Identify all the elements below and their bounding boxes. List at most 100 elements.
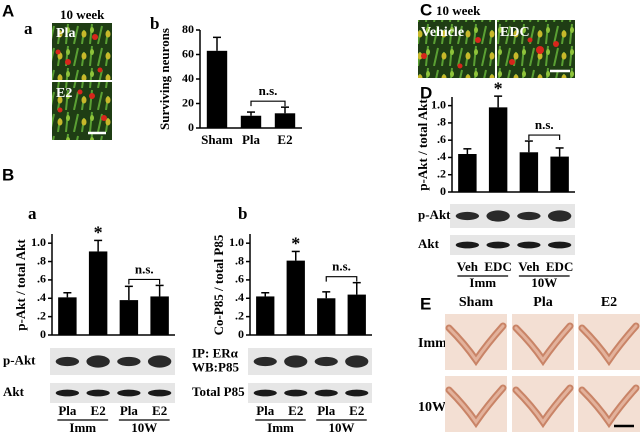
bar xyxy=(347,294,366,335)
y-tick-label: 1.0 xyxy=(31,235,46,249)
bar xyxy=(206,50,228,129)
row-label: 10W xyxy=(418,400,446,415)
y-tick-label: .4 xyxy=(37,290,46,304)
y-tick-label: .6 xyxy=(437,132,446,146)
x-tick-label: E2 xyxy=(152,403,167,418)
column-label: Pla xyxy=(533,295,552,310)
y-tick-label: 20 xyxy=(182,95,194,109)
blot-band xyxy=(117,356,141,367)
bracket xyxy=(128,278,161,285)
panel-letter: D xyxy=(420,83,432,102)
bracket xyxy=(528,134,561,141)
blot-band xyxy=(147,389,172,397)
x-tick-label: Sham xyxy=(201,132,233,147)
group-label: 10W xyxy=(329,420,355,435)
panel-letter: B xyxy=(2,165,14,184)
blot-label: Akt xyxy=(3,384,25,399)
blot-band xyxy=(486,210,510,222)
y-tick-label: .6 xyxy=(37,272,46,286)
cell-markers xyxy=(421,37,559,69)
bar xyxy=(458,154,477,192)
specimen-photo xyxy=(445,376,507,432)
western-blot xyxy=(50,383,175,403)
blot-band xyxy=(147,355,172,368)
blot-label: WB:P85 xyxy=(192,359,239,374)
ns-label: n.s. xyxy=(259,83,278,98)
blot-band xyxy=(517,241,541,249)
blot-label: Total P85 xyxy=(192,384,245,399)
y-tick-label: 1.0 xyxy=(431,97,446,111)
significance-star: * xyxy=(494,78,503,98)
column-label: E2 xyxy=(601,295,617,310)
panel-letter: A xyxy=(2,1,14,20)
x-tick-label: E2 xyxy=(349,403,364,418)
bar xyxy=(519,152,539,192)
y-tick-label: .2 xyxy=(37,308,46,322)
y-tick-label: .2 xyxy=(437,166,446,180)
blot-label: Akt xyxy=(418,236,440,251)
y-tick-label: .4 xyxy=(235,290,244,304)
y-tick-label: .8 xyxy=(437,115,446,129)
bar xyxy=(488,107,508,192)
subpanel-label: b xyxy=(238,204,247,223)
western-blot xyxy=(450,235,575,255)
ns-label: n.s. xyxy=(332,259,351,274)
panel-letter: C xyxy=(420,0,432,19)
x-tick-label: EDC xyxy=(546,259,573,274)
bar xyxy=(550,156,569,192)
ns-label: n.s. xyxy=(135,261,154,276)
western-blot xyxy=(248,383,372,403)
blot-band xyxy=(547,210,572,222)
blot-band xyxy=(455,241,480,249)
blot-band xyxy=(547,241,572,249)
y-axis-label: p-Akt / total Akt xyxy=(13,239,28,331)
y-tick-label: .8 xyxy=(235,253,244,267)
specimen-photo xyxy=(512,376,574,432)
x-tick-label: Veh xyxy=(457,259,479,274)
blot-band xyxy=(253,389,277,397)
bar xyxy=(240,115,262,128)
blot-band xyxy=(86,389,110,397)
y-axis-label: p-Akt / total Akt xyxy=(415,99,430,191)
blot-band xyxy=(86,355,110,368)
x-tick-label: EDC xyxy=(484,259,511,274)
blot-band xyxy=(253,356,277,367)
blot-band xyxy=(345,389,369,397)
x-tick-label: Pla xyxy=(58,403,77,418)
bracket xyxy=(250,100,286,107)
specimen-photo xyxy=(512,314,574,370)
blot-label: p-Akt xyxy=(3,352,36,367)
x-tick-label: Pla xyxy=(242,132,261,147)
group-label: Imm xyxy=(69,420,96,435)
blot-band xyxy=(455,211,480,221)
group-label: 10W xyxy=(131,420,157,435)
tile-label: EDC xyxy=(500,25,530,40)
row-label: Imm xyxy=(418,336,447,351)
tile-label: Vehicle xyxy=(421,25,464,40)
bar xyxy=(119,300,139,335)
blot-band xyxy=(314,356,338,367)
micrograph xyxy=(418,20,495,78)
image-caption: 10 week xyxy=(60,7,105,22)
blot-band xyxy=(345,355,369,368)
x-tick-label: Pla xyxy=(256,403,275,418)
panel-letter: E xyxy=(420,294,431,313)
cell-markers xyxy=(55,34,107,121)
x-tick-label: E2 xyxy=(277,132,292,147)
bar xyxy=(58,297,77,335)
blot-band xyxy=(117,389,141,397)
blot-label: p-Akt xyxy=(418,207,451,222)
x-tick-label: E2 xyxy=(91,403,106,418)
y-tick-label: 0 xyxy=(188,120,194,134)
subpanel-label: b xyxy=(150,14,159,33)
blot-band xyxy=(55,389,80,397)
blot-band xyxy=(314,389,338,397)
y-axis-label: Co-P85 / total P85 xyxy=(211,234,226,335)
specimen-photo xyxy=(578,314,640,370)
image-caption: 10 week xyxy=(436,3,481,18)
y-tick-label: 0 xyxy=(40,327,46,341)
y-tick-label: .4 xyxy=(437,149,446,163)
y-tick-label: 0 xyxy=(440,184,446,198)
specimen-photo xyxy=(578,376,640,432)
